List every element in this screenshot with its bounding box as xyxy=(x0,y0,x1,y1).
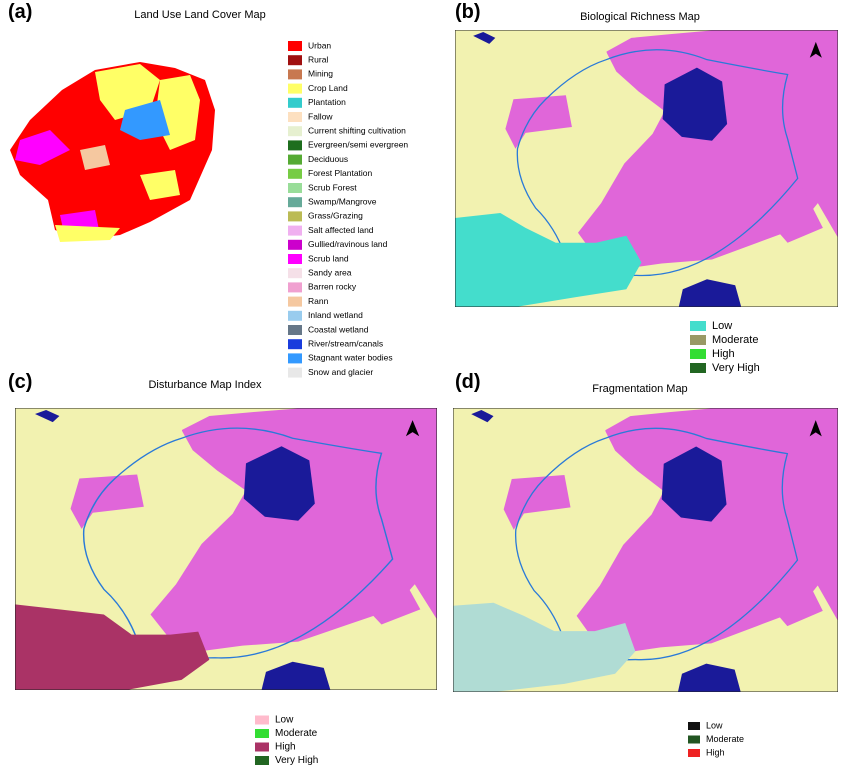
legend-label: Fallow xyxy=(308,111,333,121)
legend: Urban Rural Mining Crop Land Plantation Fallo… xyxy=(288,40,408,378)
legend-swatch xyxy=(288,296,302,307)
legend-swatch xyxy=(288,211,302,222)
legend-swatch xyxy=(288,41,302,51)
legend-swatch xyxy=(288,367,302,378)
legend-swatch xyxy=(288,112,302,122)
legend-swatch xyxy=(288,55,302,66)
panel-title: Fragmentation Map xyxy=(592,383,687,395)
legend-swatch xyxy=(688,749,700,757)
legend-label: Forest Plantation xyxy=(308,168,373,178)
legend-label: Snow and glacier xyxy=(308,367,373,377)
map xyxy=(15,408,437,690)
legend-label: Moderate xyxy=(712,334,758,346)
panel-label: (d) xyxy=(455,371,481,393)
legend-label: Swamp/Mangrove xyxy=(308,196,377,206)
panel-c: (c) Disturbance Map Index Low Moderate Hig… xyxy=(8,371,437,766)
legend-label: Scrub Forest xyxy=(308,182,357,192)
legend-label: High xyxy=(706,747,725,757)
legend-swatch xyxy=(255,729,269,738)
legend-swatch xyxy=(255,715,269,725)
panel-label: (a) xyxy=(8,1,32,23)
legend-swatch xyxy=(288,140,302,151)
legend-swatch xyxy=(288,83,302,94)
legend-swatch xyxy=(288,239,302,250)
panel-a: (a) Land Use Land Cover Map Urban Rural Mi… xyxy=(8,1,408,378)
legend-swatch xyxy=(288,282,302,293)
map xyxy=(453,408,838,692)
panel-d: (d) Fragmentation Map Low Moderate High xyxy=(453,371,838,757)
legend-swatch xyxy=(288,69,302,80)
legend-label: Stagnant water bodies xyxy=(308,353,393,363)
legend-swatch xyxy=(288,97,302,108)
legend-swatch xyxy=(288,168,302,179)
legend-swatch xyxy=(288,183,302,193)
legend-label: Barren rocky xyxy=(308,282,357,292)
legend-swatch xyxy=(255,742,269,752)
legend-label: High xyxy=(275,742,296,753)
legend-label: Low xyxy=(275,715,294,726)
legend-swatch xyxy=(255,756,269,765)
legend-label: Crop Land xyxy=(308,83,348,93)
legend-swatch xyxy=(288,310,302,321)
legend-label: Rural xyxy=(308,54,328,64)
legend-label: Moderate xyxy=(275,728,318,739)
legend-label: Coastal wetland xyxy=(308,324,369,334)
legend: Low Moderate High Very High xyxy=(690,320,760,374)
legend-label: Very High xyxy=(712,362,760,374)
legend-swatch xyxy=(288,225,302,236)
legend-swatch xyxy=(288,339,302,350)
legend-label: Grass/Grazing xyxy=(308,211,363,221)
legend-swatch xyxy=(288,268,302,279)
legend-label: Current shifting cultivation xyxy=(308,125,406,135)
legend-label: Plantation xyxy=(308,97,346,107)
legend-label: Low xyxy=(706,720,723,730)
legend-label: Scrub land xyxy=(308,253,349,263)
legend-swatch xyxy=(690,349,706,359)
legend-label: Urban xyxy=(308,40,331,50)
map xyxy=(455,30,838,307)
legend-label: Mining xyxy=(308,69,333,79)
legend-label: Gullied/ravinous land xyxy=(308,239,388,249)
legend-swatch xyxy=(690,321,706,331)
legend-swatch xyxy=(288,197,302,208)
legend-label: Inland wetland xyxy=(308,310,363,320)
legend-label: Salt affected land xyxy=(308,225,374,235)
legend-label: Sandy area xyxy=(308,267,352,277)
legend-swatch xyxy=(288,353,302,364)
legend-swatch xyxy=(688,735,700,744)
lulc-map xyxy=(10,62,215,242)
legend-swatch xyxy=(690,363,706,373)
panel-title: Disturbance Map Index xyxy=(148,379,262,391)
legend-label: Evergreen/semi evergreen xyxy=(308,140,408,150)
legend-label: Deciduous xyxy=(308,154,348,164)
legend-label: Rann xyxy=(308,296,329,306)
legend-label: Very High xyxy=(275,755,318,766)
panel-label: (b) xyxy=(455,1,481,23)
legend-swatch xyxy=(690,335,706,345)
legend-swatch xyxy=(688,722,700,730)
legend-swatch xyxy=(288,154,302,165)
panel-label: (c) xyxy=(8,371,32,393)
panel-title: Biological Richness Map xyxy=(580,11,700,23)
legend-label: High xyxy=(712,348,735,360)
legend: Low Moderate High Very High xyxy=(255,715,318,766)
legend-swatch xyxy=(288,254,302,264)
legend-label: Low xyxy=(712,320,732,332)
legend-swatch xyxy=(288,325,302,335)
legend: Low Moderate High xyxy=(688,720,744,757)
legend-label: Moderate xyxy=(706,734,744,744)
legend-swatch xyxy=(288,126,302,137)
panel-title: Land Use Land Cover Map xyxy=(134,9,265,21)
legend-label: River/stream/canals xyxy=(308,338,383,348)
panel-b: (b) Biological Richness Map Low Moderate H… xyxy=(455,1,838,374)
